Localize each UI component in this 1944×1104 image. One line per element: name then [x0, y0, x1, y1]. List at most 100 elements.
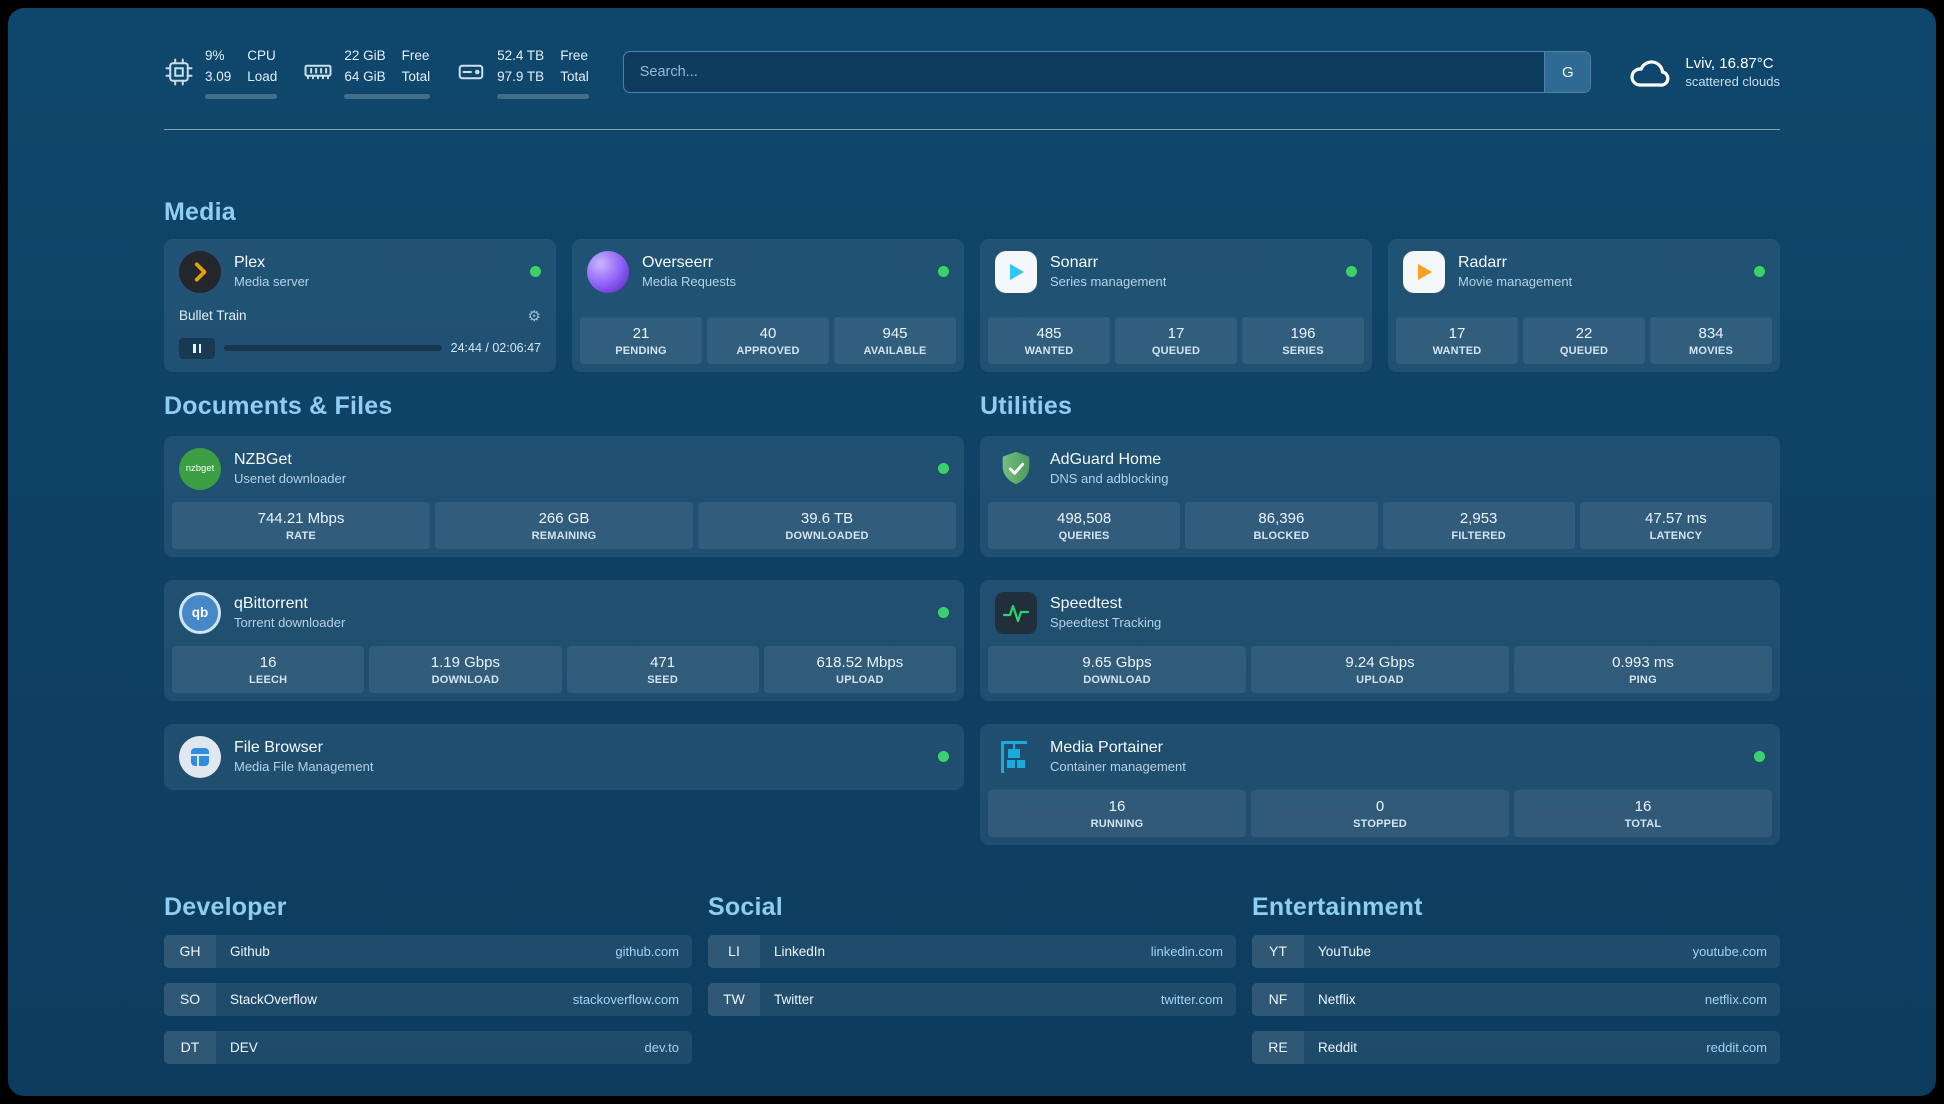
pause-button[interactable]: [179, 337, 215, 359]
stat-upload: 9.24 Gbps UPLOAD: [1251, 645, 1509, 693]
bookmark-github[interactable]: GH Github github.com: [164, 934, 692, 968]
stat-value: 744.21 Mbps: [257, 509, 345, 527]
status-dot: [938, 266, 949, 277]
nzbget-icon-text: nzbget: [185, 463, 215, 474]
overseerr-card[interactable]: Overseerr Media Requests 21 PENDING 40 A…: [572, 238, 964, 372]
plex-card[interactable]: Plex Media server Bullet Train ⚙ 24:44 /…: [164, 238, 556, 372]
bookmark-abbr: RE: [1252, 1030, 1304, 1064]
stat-label: DOWNLOAD: [1083, 673, 1151, 686]
plex-text: Plex Media server: [234, 254, 309, 289]
stat-value: 266 GB: [538, 509, 590, 527]
disk-free-label: Free: [560, 48, 588, 63]
stat-label: DOWNLOAD: [431, 673, 500, 686]
stat-value: 16: [259, 653, 277, 671]
bookmark-linkedin[interactable]: LI LinkedIn linkedin.com: [708, 934, 1236, 968]
stat-label: WANTED: [1432, 344, 1482, 357]
seek-bar[interactable]: [224, 345, 442, 351]
speedtest-card[interactable]: Speedtest Speedtest Tracking 9.65 Gbps D…: [980, 579, 1780, 701]
google-search-button[interactable]: G: [1544, 52, 1591, 93]
stat-label: SEED: [647, 673, 678, 686]
service-subtitle: Usenet downloader: [234, 471, 347, 486]
qbittorrent-card[interactable]: qb qBittorrent Torrent downloader 16 LEE…: [164, 579, 964, 701]
cpu-load-label: Load: [247, 69, 278, 85]
nzbget-card[interactable]: nzbget NZBGet Usenet downloader 744.21 M…: [164, 435, 964, 557]
status-dot: [938, 751, 949, 762]
service-title: File Browser: [234, 739, 323, 756]
bookmark-abbr: YT: [1252, 934, 1304, 968]
stat-label: BLOCKED: [1253, 529, 1310, 542]
overseerr-icon: [587, 250, 629, 293]
disk-progress-bar: [497, 93, 589, 99]
developer-section-title: Developer: [164, 892, 287, 921]
stat-label: STOPPED: [1353, 817, 1407, 830]
bookmark-url: youtube.com: [1692, 943, 1767, 959]
disk-icon: [458, 65, 484, 80]
dashboard-root: 9% CPU 3.09 Load 22 GiB Free: [8, 8, 1936, 1096]
stat-seed: 471 SEED: [566, 645, 759, 693]
nzbget-header: nzbget NZBGet Usenet downloader: [164, 436, 964, 502]
stat-value: 17: [1448, 324, 1466, 342]
portainer-card[interactable]: Media Portainer Container management 16 …: [980, 723, 1780, 845]
stat-value: 196: [1290, 324, 1316, 342]
stat-stopped: 0 STOPPED: [1251, 789, 1509, 837]
bookmark-url: twitter.com: [1160, 991, 1223, 1007]
speedtest-pulse-icon: [995, 591, 1037, 634]
middle-columns: Documents & Files nzbget NZBGet Usenet d…: [164, 392, 1780, 845]
utilities-column: Utilities AdGuard Home: [980, 392, 1780, 845]
service-subtitle: Speedtest Tracking: [1050, 615, 1162, 630]
bookmark-netflix[interactable]: NF Netflix netflix.com: [1252, 982, 1780, 1016]
bookmark-stackoverflow[interactable]: SO StackOverflow stackoverflow.com: [164, 982, 692, 1016]
status-dot: [1754, 266, 1765, 277]
bookmark-reddit[interactable]: RE Reddit reddit.com: [1252, 1030, 1780, 1064]
stat-value: 47.57 ms: [1645, 509, 1707, 527]
portainer-text: Media Portainer Container management: [1050, 739, 1186, 774]
weather-widget: Lviv, 16.87°C scattered clouds: [1625, 48, 1780, 96]
stat-downloaded: 39.6 TB DOWNLOADED: [698, 501, 956, 549]
stat-value: 21: [632, 324, 650, 342]
bookmark-youtube[interactable]: YT YouTube youtube.com: [1252, 934, 1780, 968]
stat-label: FILTERED: [1451, 529, 1506, 542]
speedtest-stats: 9.65 Gbps DOWNLOAD 9.24 Gbps UPLOAD 0.99…: [980, 645, 1780, 701]
search-input[interactable]: [623, 52, 1545, 93]
stat-label: APPROVED: [736, 344, 800, 357]
plex-header: Plex Media server: [164, 239, 556, 305]
cpu-readout: 9% CPU 3.09 Load: [205, 46, 278, 99]
bookmark-dev[interactable]: DT DEV dev.to: [164, 1030, 692, 1064]
filebrowser-icon: [179, 735, 221, 778]
speedtest-header: Speedtest Speedtest Tracking: [980, 580, 1780, 646]
stat-value: 16: [1634, 797, 1652, 815]
sonarr-icon: [995, 250, 1037, 293]
radarr-card[interactable]: Radarr Movie management 17 WANTED 22 QUE…: [1388, 238, 1780, 372]
service-title: Radarr: [1458, 254, 1507, 271]
disk-free: 52.4 TB: [497, 48, 545, 63]
stat-download: 1.19 Gbps DOWNLOAD: [369, 645, 562, 693]
stat-value: 2,953: [1459, 509, 1498, 527]
adguard-stats: 498,508 QUERIES 86,396 BLOCKED 2,953 FIL…: [980, 501, 1780, 557]
stat-queued: 22 QUEUED: [1523, 316, 1645, 364]
qbittorrent-header: qb qBittorrent Torrent downloader: [164, 580, 964, 646]
adguard-shield-icon: [995, 448, 1037, 490]
radarr-header: Radarr Movie management: [1388, 239, 1780, 305]
stat-leech: 16 LEECH: [172, 645, 365, 693]
sonarr-card[interactable]: Sonarr Series management 485 WANTED 17 Q…: [980, 238, 1372, 372]
radarr-text: Radarr Movie management: [1458, 254, 1572, 289]
search-box: G: [622, 51, 1592, 94]
bookmark-name: DEV: [230, 1039, 258, 1055]
disk-readout: 52.4 TB Free 97.9 TB Total: [497, 46, 589, 99]
service-subtitle: DNS and adblocking: [1050, 471, 1169, 486]
bookmark-twitter[interactable]: TW Twitter twitter.com: [708, 982, 1236, 1016]
service-title: AdGuard Home: [1050, 451, 1162, 468]
service-subtitle: Media server: [234, 274, 310, 289]
filebrowser-card[interactable]: File Browser Media File Management: [164, 723, 964, 790]
stat-value: 834: [1698, 324, 1724, 342]
bookmark-name: Github: [230, 943, 270, 959]
settings-gear-icon[interactable]: ⚙: [527, 307, 541, 325]
bookmark-name: YouTube: [1318, 943, 1372, 959]
stat-approved: 40 APPROVED: [707, 316, 829, 364]
stat-label: MOVIES: [1689, 344, 1733, 357]
stat-value: 17: [1167, 324, 1185, 342]
memory-total-label: Total: [401, 69, 431, 85]
adguard-card[interactable]: AdGuard Home DNS and adblocking 498,508 …: [980, 435, 1780, 557]
adguard-text: AdGuard Home DNS and adblocking: [1050, 451, 1169, 486]
stat-value: 16: [1108, 797, 1126, 815]
